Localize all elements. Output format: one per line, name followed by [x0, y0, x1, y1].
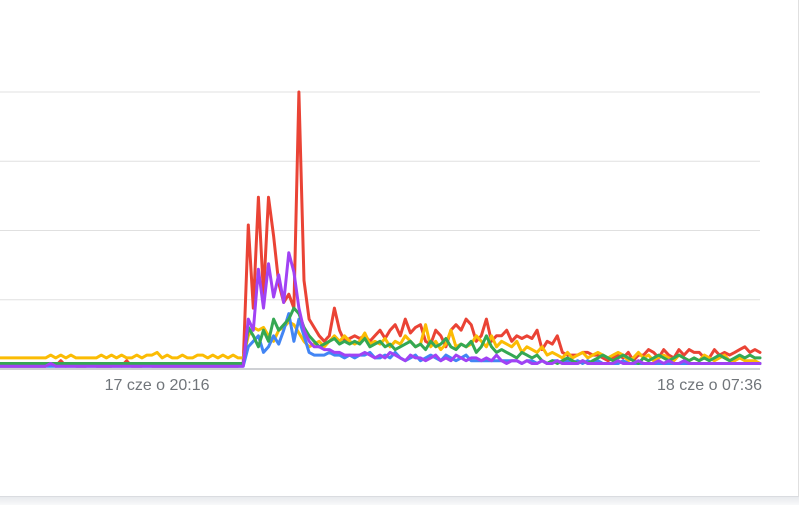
series-line-2[interactable]: [0, 320, 762, 365]
x-tick-label: 17 cze o 20:16: [105, 377, 210, 394]
series-line-1[interactable]: [0, 90, 762, 368]
series-line-5[interactable]: [0, 251, 762, 368]
card-shadow: [0, 497, 799, 505]
x-tick-label: 18 cze o 07:36: [657, 377, 762, 394]
series-line-4[interactable]: [0, 306, 762, 365]
